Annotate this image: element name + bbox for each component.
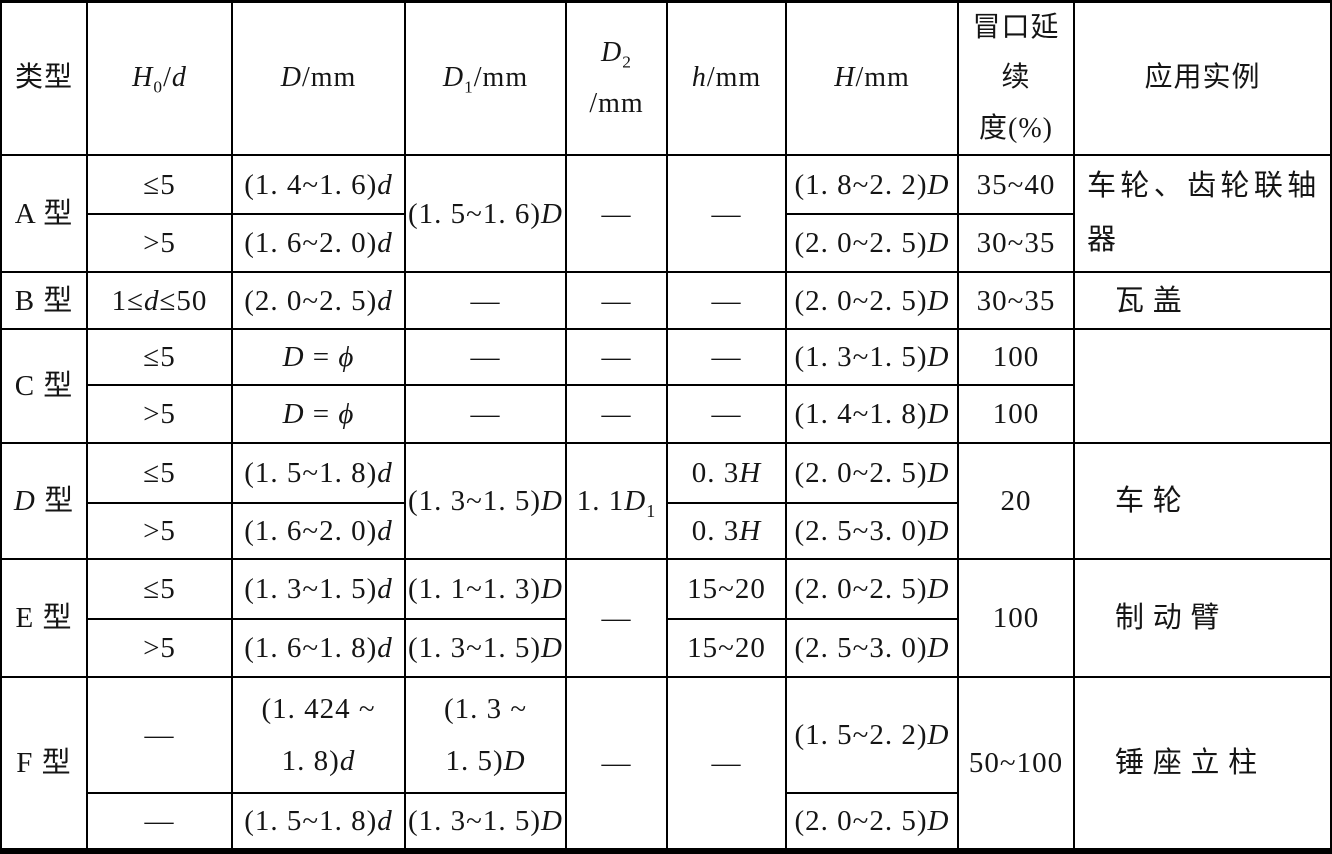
cell-e-type: E 型 xyxy=(0,558,88,679)
cell-b-riser: 30~35 xyxy=(957,271,1075,331)
cell-a-h: — xyxy=(666,154,787,274)
cell-f2-D1: (1. 3~1. 5)D xyxy=(404,792,567,853)
cell-e1-h: 15~20 xyxy=(666,558,787,621)
cell-e2-H: (2. 5~3. 0)D xyxy=(785,618,959,679)
header-row: 类型 H0/d D/mm D1/mm D2/mm h/mm H/mm 冒口延续度… xyxy=(0,0,1332,157)
cell-c-application xyxy=(1073,328,1332,445)
cell-f-type: F 型 xyxy=(0,676,88,853)
cell-f1-D1: (1. 3 ~1. 5)D xyxy=(404,676,567,795)
cell-d1-H: (2. 0~2. 5)D xyxy=(785,442,959,505)
table-row: D 型 ≤5 (1. 5~1. 8)d (1. 3~1. 5)D 1. 1D1 … xyxy=(0,442,1332,561)
cell-d1-h: 0. 3H xyxy=(666,442,787,505)
cell-f1-h0d: — xyxy=(86,676,233,795)
cell-c2-H: (1. 4~1. 8)D xyxy=(785,384,959,445)
cell-a1-D: (1. 4~1. 6)d xyxy=(231,154,406,216)
col-header-riser-continuation: 冒口延续 度(%) xyxy=(957,0,1075,157)
cell-f-application: 锤座立柱 xyxy=(1073,676,1332,853)
col-header-h0-over-d: H0/d xyxy=(86,0,233,157)
cell-a-type: A 型 xyxy=(0,154,88,274)
cell-e2-D: (1. 6~1. 8)d xyxy=(231,618,406,679)
cell-d-D1: (1. 3~1. 5)D xyxy=(404,442,567,561)
col-header-D2: D2/mm xyxy=(565,0,668,157)
cell-d-type: D 型 xyxy=(0,442,88,561)
cell-c-type: C 型 xyxy=(0,328,88,445)
cell-c2-h: — xyxy=(666,384,787,445)
cell-d1-h0d: ≤5 xyxy=(86,442,233,505)
col-header-H: H/mm xyxy=(785,0,959,157)
cell-f-riser: 50~100 xyxy=(957,676,1075,853)
cell-f2-H: (2. 0~2. 5)D xyxy=(785,792,959,853)
cell-b-H: (2. 0~2. 5)D xyxy=(785,271,959,331)
cell-c2-D2: — xyxy=(565,384,668,445)
cell-d1-D: (1. 5~1. 8)d xyxy=(231,442,406,505)
cell-c1-D2: — xyxy=(565,328,668,387)
table-row: C 型 ≤5 D = ϕ — — — (1. 3~1. 5)D 100 xyxy=(0,328,1332,445)
cell-f2-h0d: — xyxy=(86,792,233,853)
cell-e-riser: 100 xyxy=(957,558,1075,679)
table-row: B 型 1≤d≤50 (2. 0~2. 5)d — — — (2. 0~2. 5… xyxy=(0,271,1332,331)
cell-e1-D: (1. 3~1. 5)d xyxy=(231,558,406,621)
cell-b-D1: — xyxy=(404,271,567,331)
cell-c1-D1: — xyxy=(404,328,567,387)
cell-c1-D: D = ϕ xyxy=(231,328,406,387)
cell-b-application: 瓦盖 xyxy=(1073,271,1332,331)
cell-c2-D: D = ϕ xyxy=(231,384,406,445)
cell-a-D2: — xyxy=(565,154,668,274)
cell-d2-H: (2. 5~3. 0)D xyxy=(785,502,959,561)
cell-a1-H: (1. 8~2. 2)D xyxy=(785,154,959,216)
cell-f-h: — xyxy=(666,676,787,853)
cell-f-D2: — xyxy=(565,676,668,853)
cell-c1-riser: 100 xyxy=(957,328,1075,387)
cell-c1-H: (1. 3~1. 5)D xyxy=(785,328,959,387)
table-row: >5 (1. 6~2. 0)d (2. 0~2. 5)D 30~35 xyxy=(1,213,1331,274)
col-header-application: 应用实例 xyxy=(1073,0,1332,157)
table-row: >5 D = ϕ — — — (1. 4~1. 8)D 100 xyxy=(1,384,1331,445)
cell-d2-h0d: >5 xyxy=(86,502,233,561)
cell-e2-D1: (1. 3~1. 5)D xyxy=(404,618,567,679)
cell-a1-h0d: ≤5 xyxy=(86,154,233,216)
cell-a2-riser: 30~35 xyxy=(957,213,1075,274)
table-row: >5 (1. 6~2. 0)d 0. 3H (2. 5~3. 0)D xyxy=(1,502,1331,561)
cell-b-D2: — xyxy=(565,271,668,331)
cell-e-D2: — xyxy=(565,558,668,679)
col-header-D: D/mm xyxy=(231,0,406,157)
cell-e1-D1: (1. 1~1. 3)D xyxy=(404,558,567,621)
cell-a2-h0d: >5 xyxy=(86,213,233,274)
cell-a2-H: (2. 0~2. 5)D xyxy=(785,213,959,274)
cell-d-riser: 20 xyxy=(957,442,1075,561)
cell-c2-riser: 100 xyxy=(957,384,1075,445)
cell-a-application: 车轮、齿轮联轴器 xyxy=(1073,154,1332,274)
cell-c2-h0d: >5 xyxy=(86,384,233,445)
table-row: F 型 — (1. 424 ~1. 8)d (1. 3 ~1. 5)D — — … xyxy=(0,676,1332,853)
cell-d-D2: 1. 1D1 xyxy=(565,442,668,561)
col-header-type: 类型 xyxy=(0,0,88,157)
cell-d2-h: 0. 3H xyxy=(666,502,787,561)
cell-b-type: B 型 xyxy=(0,271,88,331)
table-row: >5 (1. 6~1. 8)d (1. 3~1. 5)D 15~20 (2. 5… xyxy=(1,618,1331,679)
cell-b-h0d: 1≤d≤50 xyxy=(86,271,233,331)
table-row: E 型 ≤5 (1. 3~1. 5)d (1. 1~1. 3)D — 15~20… xyxy=(0,558,1332,679)
cell-e2-h: 15~20 xyxy=(666,618,787,679)
cell-e-application: 制动臂 xyxy=(1073,558,1332,679)
cell-e1-h0d: ≤5 xyxy=(86,558,233,621)
cell-f1-D: (1. 424 ~1. 8)d xyxy=(231,676,406,795)
cell-e2-h0d: >5 xyxy=(86,618,233,679)
cell-a1-riser: 35~40 xyxy=(957,154,1075,216)
cell-c1-h: — xyxy=(666,328,787,387)
cell-b-h: — xyxy=(666,271,787,331)
cell-b-D: (2. 0~2. 5)d xyxy=(231,271,406,331)
table-row: A 型 ≤5 (1. 4~1. 6)d (1. 5~1. 6)D — — (1.… xyxy=(0,154,1332,274)
cell-d-application: 车轮 xyxy=(1073,442,1332,561)
col-header-h: h/mm xyxy=(666,0,787,157)
cell-d2-D: (1. 6~2. 0)d xyxy=(231,502,406,561)
cell-a-D1: (1. 5~1. 6)D xyxy=(404,154,567,274)
cell-f2-D: (1. 5~1. 8)d xyxy=(231,792,406,853)
cell-a2-D: (1. 6~2. 0)d xyxy=(231,213,406,274)
cell-e1-H: (2. 0~2. 5)D xyxy=(785,558,959,621)
col-header-D1: D1/mm xyxy=(404,0,567,157)
cell-c2-D1: — xyxy=(404,384,567,445)
cell-f1-H: (1. 5~2. 2)D xyxy=(785,676,959,795)
cell-c1-h0d: ≤5 xyxy=(86,328,233,387)
